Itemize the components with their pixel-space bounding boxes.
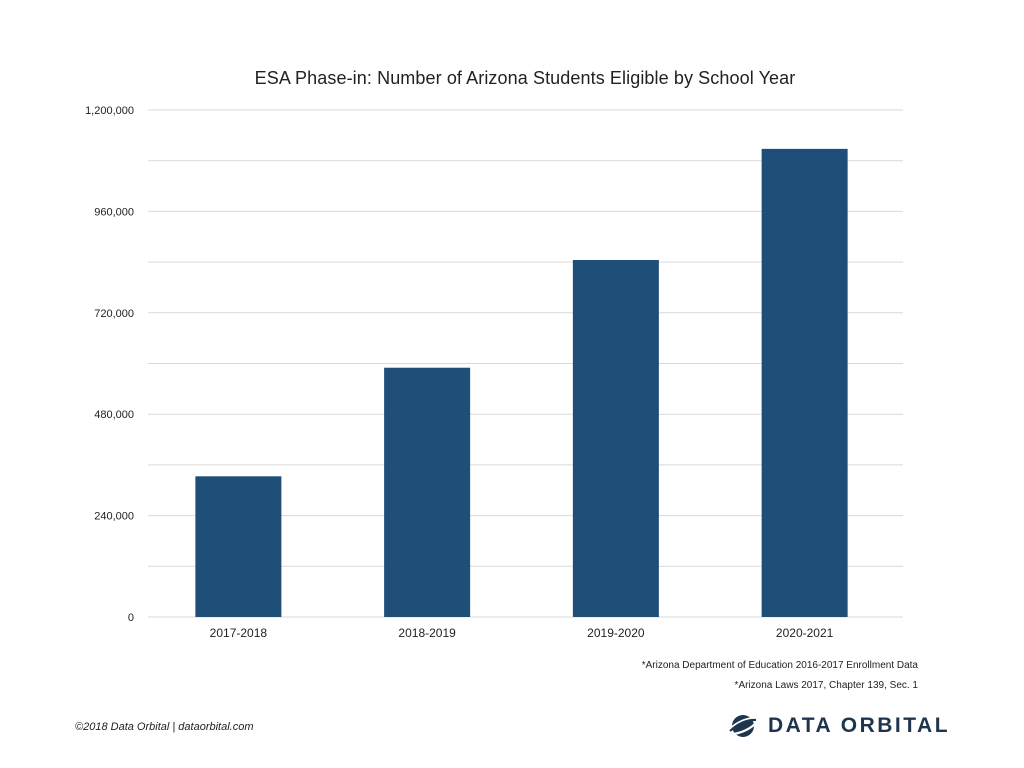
brand-logo: DATA ORBITAL: [728, 710, 950, 742]
y-tick-label: 240,000: [94, 511, 134, 523]
bars-layer: [195, 148, 848, 617]
x-tick-label: 2018-2019: [398, 626, 456, 640]
x-axis-labels: 2017-2018 2018-2019 2019-2020 2020-2021: [210, 626, 834, 640]
copyright-text: ©2018 Data Orbital | dataorbital.com: [75, 721, 254, 733]
x-tick-label: 2020-2021: [776, 626, 834, 640]
source-note: *Arizona Laws 2017, Chapter 139, Sec. 1: [734, 680, 918, 691]
chart-title: ESA Phase-in: Number of Arizona Students…: [254, 68, 796, 88]
x-tick-label: 2017-2018: [210, 626, 268, 640]
y-tick-label: 480,000: [94, 409, 134, 421]
x-tick-label: 2019-2020: [587, 626, 645, 640]
orbit-logo-icon: [728, 715, 758, 737]
y-tick-label: 0: [128, 612, 134, 624]
brand-name: DATA ORBITAL: [768, 714, 951, 737]
bar-2019-2020: [572, 259, 659, 617]
bar-2020-2021: [761, 148, 848, 617]
y-tick-label: 960,000: [94, 206, 134, 218]
bar-2017-2018: [195, 476, 282, 617]
y-axis-labels: 0 240,000 480,000 720,000 960,000 1,200,000: [85, 105, 134, 624]
y-tick-label: 1,200,000: [85, 105, 134, 117]
bar-2018-2019: [384, 367, 471, 617]
source-note: *Arizona Department of Education 2016-20…: [641, 660, 918, 671]
y-tick-label: 720,000: [94, 308, 134, 320]
